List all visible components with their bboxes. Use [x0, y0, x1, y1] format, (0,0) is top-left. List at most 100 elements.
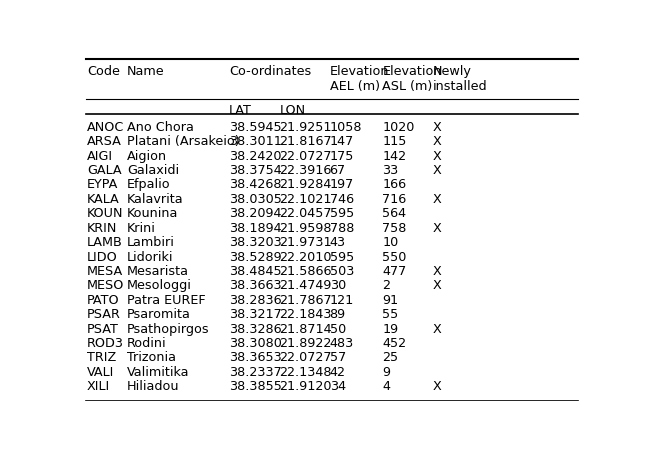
Text: Trizonia: Trizonia: [127, 351, 176, 364]
Text: ANOC: ANOC: [87, 121, 124, 134]
Text: X: X: [433, 135, 441, 148]
Text: 115: 115: [382, 135, 407, 148]
Text: X: X: [433, 150, 441, 163]
Text: Kounina: Kounina: [127, 207, 179, 220]
Text: 21.9120: 21.9120: [279, 380, 332, 393]
Text: Platani (Arsakeio): Platani (Arsakeio): [127, 135, 240, 148]
Text: 21.4749: 21.4749: [279, 279, 332, 292]
Text: 564: 564: [382, 207, 406, 220]
Text: Ano Chora: Ano Chora: [127, 121, 194, 134]
Text: 483: 483: [330, 337, 354, 350]
Text: 716: 716: [382, 193, 406, 206]
Text: Name: Name: [127, 65, 165, 78]
Text: LIDO: LIDO: [87, 250, 118, 263]
Text: X: X: [433, 193, 441, 206]
Text: Newly
installed: Newly installed: [433, 65, 487, 93]
Text: 34: 34: [330, 380, 346, 393]
Text: Code: Code: [87, 65, 120, 78]
Text: 197: 197: [330, 179, 354, 191]
Text: 38.3203: 38.3203: [229, 236, 282, 249]
Text: LAT: LAT: [229, 104, 252, 117]
Text: 43: 43: [330, 236, 346, 249]
Text: ARSA: ARSA: [87, 135, 122, 148]
Text: Krini: Krini: [127, 222, 156, 235]
Text: 38.3663: 38.3663: [229, 279, 282, 292]
Text: PSAR: PSAR: [87, 308, 121, 321]
Text: 38.2337: 38.2337: [229, 366, 282, 379]
Text: Valimitika: Valimitika: [127, 366, 190, 379]
Text: 147: 147: [330, 135, 354, 148]
Text: X: X: [433, 121, 441, 134]
Text: Kalavrita: Kalavrita: [127, 193, 184, 206]
Text: X: X: [433, 279, 441, 292]
Text: 503: 503: [330, 265, 354, 278]
Text: AIGI: AIGI: [87, 150, 113, 163]
Text: 452: 452: [382, 337, 406, 350]
Text: 38.0305: 38.0305: [229, 193, 282, 206]
Text: 746: 746: [330, 193, 354, 206]
Text: 38.3653: 38.3653: [229, 351, 282, 364]
Text: 21.8714: 21.8714: [279, 322, 332, 336]
Text: MESO: MESO: [87, 279, 124, 292]
Text: 89: 89: [330, 308, 346, 321]
Text: Aigion: Aigion: [127, 150, 167, 163]
Text: 38.2836: 38.2836: [229, 294, 282, 307]
Text: Mesarista: Mesarista: [127, 265, 189, 278]
Text: KOUN: KOUN: [87, 207, 124, 220]
Text: 38.2420: 38.2420: [229, 150, 282, 163]
Text: KALA: KALA: [87, 193, 120, 206]
Text: Psaromita: Psaromita: [127, 308, 191, 321]
Text: Galaxidi: Galaxidi: [127, 164, 179, 177]
Text: 550: 550: [382, 250, 407, 263]
Text: 595: 595: [330, 207, 354, 220]
Text: 21.9284: 21.9284: [279, 179, 332, 191]
Text: Psathopirgos: Psathopirgos: [127, 322, 210, 336]
Text: 22.0457: 22.0457: [279, 207, 332, 220]
Text: Hiliadou: Hiliadou: [127, 380, 179, 393]
Text: MESA: MESA: [87, 265, 123, 278]
Text: 1058: 1058: [330, 121, 362, 134]
Text: TRIZ: TRIZ: [87, 351, 117, 364]
Text: 57: 57: [330, 351, 346, 364]
Text: XILI: XILI: [87, 380, 110, 393]
Text: VALI: VALI: [87, 366, 115, 379]
Text: 38.5289: 38.5289: [229, 250, 282, 263]
Text: X: X: [433, 380, 441, 393]
Text: Efpalio: Efpalio: [127, 179, 171, 191]
Text: 22.1843: 22.1843: [279, 308, 332, 321]
Text: 22.0727: 22.0727: [279, 150, 332, 163]
Text: Elevation
ASL (m): Elevation ASL (m): [382, 65, 442, 93]
Text: 38.1894: 38.1894: [229, 222, 282, 235]
Text: 38.2094: 38.2094: [229, 207, 282, 220]
Text: Rodini: Rodini: [127, 337, 167, 350]
Text: 38.5945: 38.5945: [229, 121, 282, 134]
Text: 21.8167: 21.8167: [279, 135, 332, 148]
Text: Lambiri: Lambiri: [127, 236, 175, 249]
Text: 33: 33: [382, 164, 399, 177]
Text: 21.9598: 21.9598: [279, 222, 332, 235]
Text: 38.3011: 38.3011: [229, 135, 282, 148]
Text: 38.4268: 38.4268: [229, 179, 282, 191]
Text: 175: 175: [330, 150, 354, 163]
Text: 38.3855: 38.3855: [229, 380, 282, 393]
Text: 9: 9: [382, 366, 390, 379]
Text: 50: 50: [330, 322, 346, 336]
Text: 166: 166: [382, 179, 406, 191]
Text: ROD3: ROD3: [87, 337, 124, 350]
Text: 22.0727: 22.0727: [279, 351, 332, 364]
Text: 25: 25: [382, 351, 399, 364]
Text: 22.2010: 22.2010: [279, 250, 332, 263]
Text: 21.9731: 21.9731: [279, 236, 332, 249]
Text: X: X: [433, 265, 441, 278]
Text: 22.3916: 22.3916: [279, 164, 332, 177]
Text: X: X: [433, 164, 441, 177]
Text: EYPA: EYPA: [87, 179, 119, 191]
Text: 142: 142: [382, 150, 406, 163]
Text: PSAT: PSAT: [87, 322, 119, 336]
Text: 22.1348: 22.1348: [279, 366, 332, 379]
Text: Lidoriki: Lidoriki: [127, 250, 174, 263]
Text: 758: 758: [382, 222, 407, 235]
Text: X: X: [433, 222, 441, 235]
Text: Mesologgi: Mesologgi: [127, 279, 192, 292]
Text: 21.7867: 21.7867: [279, 294, 332, 307]
